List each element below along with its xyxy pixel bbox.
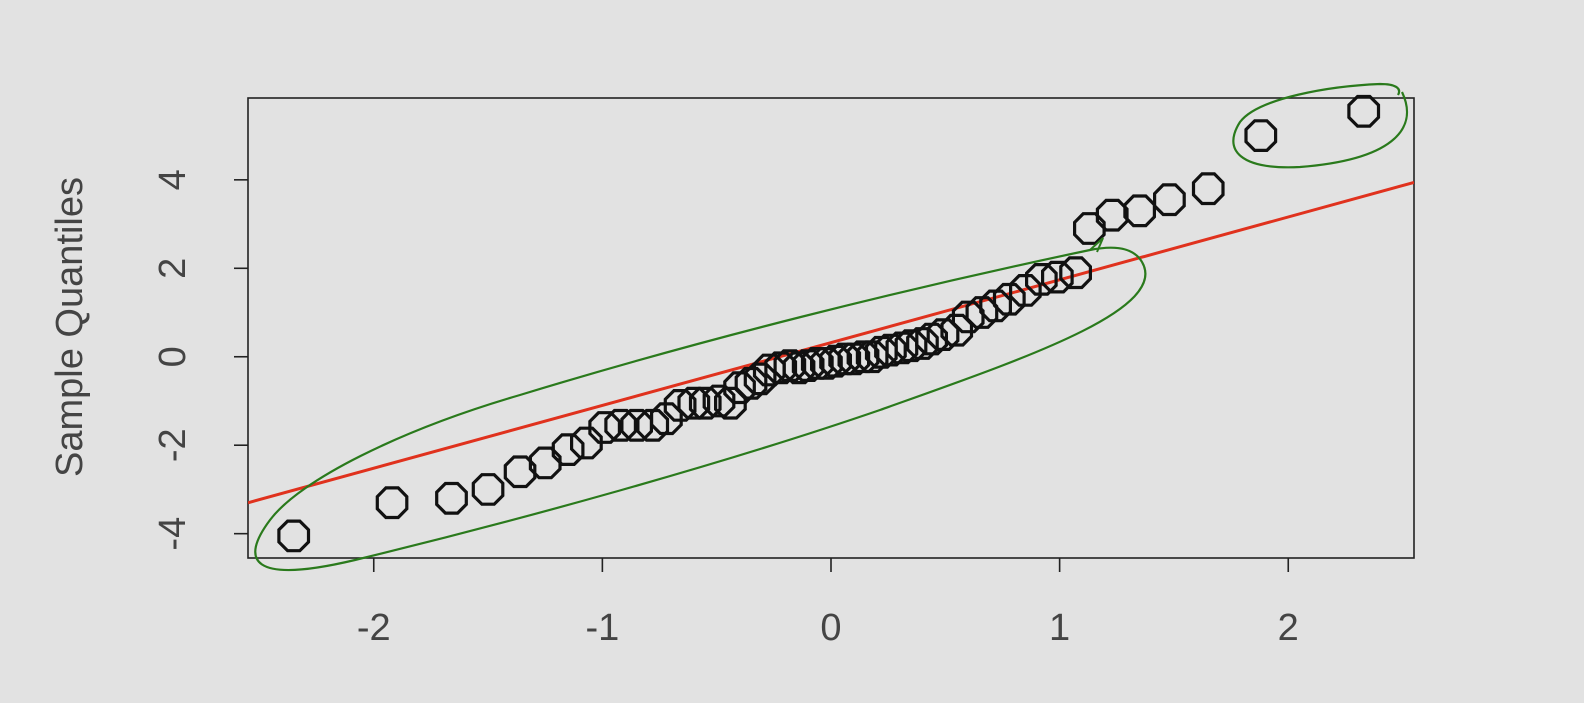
- x-tick-label: -2: [357, 607, 391, 649]
- x-tick-label: 0: [820, 607, 841, 649]
- data-point: [885, 331, 919, 365]
- data-point: [551, 433, 585, 466]
- annotation-ellipse-bulk: [254, 246, 1147, 572]
- data-point: [604, 408, 638, 442]
- data-point: [906, 327, 939, 360]
- x-tick-label: -1: [585, 607, 619, 649]
- data-point: [1347, 94, 1381, 128]
- data-point: [979, 289, 1013, 323]
- data-point: [894, 329, 928, 363]
- y-tick-label: 0: [152, 346, 194, 367]
- y-tick-label: -2: [152, 428, 194, 462]
- data-point: [1152, 183, 1186, 217]
- data-point: [588, 411, 622, 444]
- data-point: [277, 519, 311, 553]
- data-point: [734, 366, 768, 400]
- data-point: [569, 426, 603, 460]
- y-axis-label: Sample Quantiles: [49, 177, 91, 477]
- data-point: [1008, 274, 1042, 307]
- x-tick-label: 2: [1278, 607, 1299, 649]
- data-point: [864, 335, 898, 369]
- data-point: [1059, 256, 1093, 290]
- data-point: [855, 340, 889, 374]
- data-point: [528, 446, 562, 480]
- data-point: [723, 371, 756, 405]
- data-point: [375, 486, 409, 520]
- data-point: [752, 353, 786, 387]
- data-point: [992, 282, 1026, 316]
- data-point: [1244, 119, 1278, 152]
- annotation-tail-stroke: [1089, 237, 1104, 253]
- annotation-ellipse-outliers: [1232, 82, 1408, 169]
- data-point: [743, 362, 777, 396]
- x-tick-label: 1: [1049, 607, 1070, 649]
- annotation-layer: [254, 82, 1408, 572]
- plot-frame: [247, 97, 1415, 559]
- data-point: [620, 408, 654, 442]
- data-point: [435, 481, 468, 515]
- data-point: [1024, 263, 1058, 296]
- y-tick-label: -4: [152, 517, 194, 551]
- data-point: [636, 408, 670, 442]
- points-layer: [277, 94, 1381, 553]
- y-tick-label: 2: [152, 258, 194, 279]
- reference-line-layer: [248, 180, 1414, 505]
- qq-reference-line: [248, 180, 1414, 505]
- data-point: [471, 473, 505, 506]
- y-tick-label: 4: [152, 169, 194, 190]
- data-point: [1191, 172, 1225, 206]
- axes-layer: -2 -1 0 1 2 -4 -2 0 2 4: [152, 97, 1415, 649]
- data-point: [1072, 212, 1106, 245]
- data-point: [1040, 260, 1074, 294]
- data-point: [1123, 194, 1157, 228]
- data-point: [874, 333, 907, 367]
